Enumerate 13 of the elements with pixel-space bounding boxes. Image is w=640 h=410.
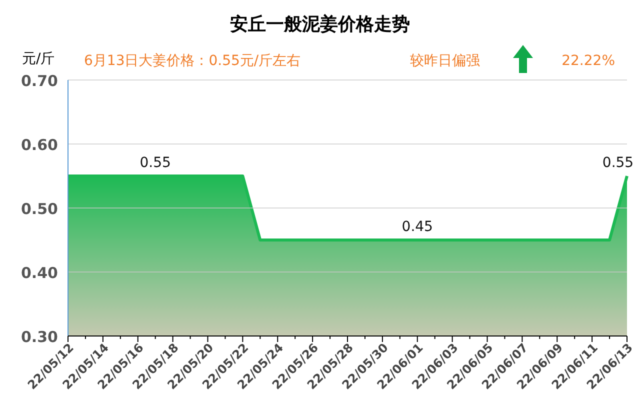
text: 0.50 <box>20 200 58 218</box>
text: 0.60 <box>20 136 58 154</box>
text: 较昨日偏强 <box>410 53 480 69</box>
text: 22.22% <box>562 53 615 69</box>
y-axis-title: 元/斤 <box>22 51 55 67</box>
text: 0.40 <box>20 264 58 282</box>
data-label: 0.55 <box>140 155 171 171</box>
text: 0.30 <box>20 328 58 346</box>
data-label: 0.45 <box>402 219 433 235</box>
data-label: 0.55 <box>602 155 634 171</box>
chart-title: 安丘一般泥姜价格走势 <box>230 13 410 35</box>
text: 6月13日大姜价格：0.55元/斤左右 <box>84 52 301 69</box>
text: 0.70 <box>20 72 58 90</box>
